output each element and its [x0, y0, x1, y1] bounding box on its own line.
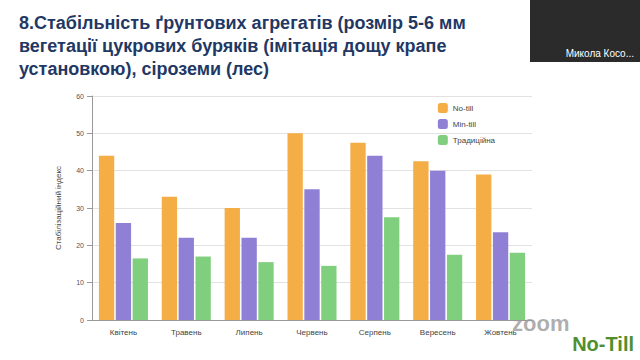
svg-text:Жовтень: Жовтень	[484, 328, 516, 337]
svg-text:Серпень: Серпень	[359, 328, 391, 337]
svg-text:Традиційна: Традиційна	[453, 136, 496, 145]
svg-text:Квітень: Квітень	[110, 328, 137, 337]
svg-text:10: 10	[76, 279, 84, 286]
svg-text:Min-till: Min-till	[453, 120, 476, 129]
svg-text:No-till: No-till	[453, 104, 474, 113]
svg-text:40: 40	[76, 167, 84, 174]
svg-text:установкою), сіроземи (лес): установкою), сіроземи (лес)	[19, 59, 269, 79]
svg-text:Стабілізаційний індекс: Стабілізаційний індекс	[54, 166, 63, 250]
svg-text:Червень: Червень	[296, 328, 327, 337]
svg-text:Липень: Липень	[236, 328, 263, 337]
svg-text:20: 20	[76, 242, 84, 249]
svg-text:Микола Косо...: Микола Косо...	[566, 48, 634, 59]
svg-text:zoom: zoom	[512, 310, 570, 336]
svg-text:50: 50	[76, 130, 84, 137]
svg-text:0: 0	[80, 317, 84, 324]
svg-text:Вересень: Вересень	[420, 328, 456, 337]
svg-text:вегетації цукрових буряків (ім: вегетації цукрових буряків (імітація дощ…	[19, 36, 447, 56]
svg-text:Травень: Травень	[171, 328, 202, 337]
svg-text:30: 30	[76, 205, 84, 212]
svg-text:No-Till: No-Till	[572, 333, 634, 355]
svg-text:60: 60	[76, 93, 84, 100]
svg-text:8.Стабільність ґрунтових агрег: 8.Стабільність ґрунтових агрегатів (розм…	[19, 13, 466, 33]
